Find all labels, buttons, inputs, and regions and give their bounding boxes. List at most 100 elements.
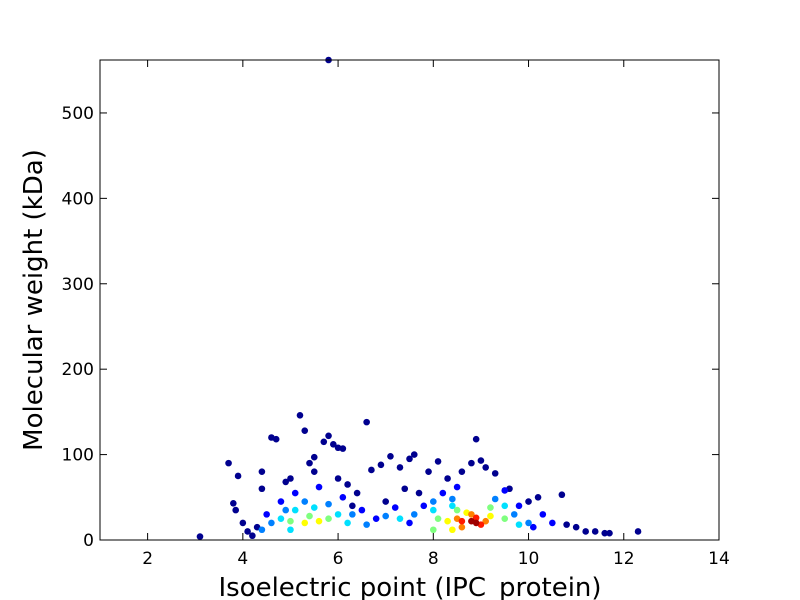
point (287, 526, 294, 534)
x-tick-label: 4 (237, 549, 248, 569)
y-tick-label: 500 (62, 104, 94, 124)
point (225, 459, 232, 467)
point (272, 435, 280, 443)
point (487, 512, 494, 520)
point (325, 515, 332, 522)
point (501, 515, 509, 522)
y-tick-label: 200 (62, 360, 94, 380)
point (477, 457, 485, 464)
point (249, 532, 256, 540)
point (277, 515, 285, 522)
point (468, 459, 475, 467)
point (458, 523, 466, 531)
x-tick-label: 8 (428, 549, 439, 569)
point (282, 478, 290, 486)
point (301, 427, 309, 434)
point (558, 491, 566, 499)
point (515, 521, 523, 528)
point (339, 493, 347, 501)
point (401, 485, 409, 493)
point (277, 498, 285, 505)
point (468, 511, 475, 518)
point (296, 412, 304, 419)
point (591, 528, 599, 535)
point (287, 475, 294, 482)
point (315, 517, 323, 525)
point (339, 445, 347, 452)
point (415, 489, 423, 497)
point (525, 519, 532, 527)
point (330, 441, 337, 448)
point (396, 464, 404, 471)
point (263, 511, 270, 518)
point (258, 468, 266, 475)
point (368, 466, 375, 474)
point (268, 519, 275, 527)
point (539, 511, 547, 518)
point (325, 432, 332, 440)
point (391, 504, 399, 511)
point (472, 519, 480, 527)
point (232, 506, 240, 514)
point (291, 506, 299, 514)
point (501, 502, 509, 510)
x-tick-label: 6 (333, 549, 344, 569)
point (530, 523, 537, 531)
point (334, 475, 342, 482)
y-tick-label: 300 (62, 275, 94, 295)
point (449, 526, 456, 534)
point (487, 504, 494, 511)
point (344, 481, 351, 488)
point (334, 511, 342, 518)
point (430, 526, 437, 534)
point (301, 519, 309, 527)
point (382, 512, 389, 520)
point (410, 451, 418, 458)
point (349, 502, 356, 510)
plot-frame (99, 59, 720, 541)
point (258, 526, 266, 534)
point (358, 506, 366, 514)
point (310, 468, 318, 475)
point (449, 502, 456, 510)
point (282, 506, 290, 514)
point (491, 495, 499, 503)
point (453, 483, 461, 491)
point (563, 521, 570, 528)
x-axis-label: Isoelectric point (IPC_protein) (218, 573, 601, 600)
x-tick-label: 2 (142, 549, 153, 569)
point (363, 521, 370, 528)
x-tick-label: 12 (613, 549, 635, 569)
point (325, 500, 332, 508)
point (291, 489, 299, 497)
point (606, 529, 613, 537)
point (501, 487, 509, 494)
point (287, 517, 294, 525)
y-tick-label: 400 (62, 189, 94, 209)
point (244, 528, 251, 535)
point (353, 489, 361, 497)
point (410, 511, 418, 518)
point (406, 455, 413, 463)
point (572, 523, 580, 531)
point (482, 464, 489, 471)
point (482, 517, 489, 525)
point (439, 489, 447, 497)
point (453, 506, 461, 514)
point (382, 498, 389, 505)
point (534, 493, 542, 501)
point (458, 468, 466, 475)
point (601, 529, 609, 537)
point (444, 517, 451, 525)
point (320, 438, 328, 446)
point (430, 506, 437, 514)
point (458, 517, 466, 525)
point (230, 499, 237, 507)
point (434, 458, 442, 465)
y-axis-label: Molecular weight (kDa) (19, 149, 49, 451)
point (510, 511, 518, 518)
point (634, 528, 642, 535)
point (525, 498, 532, 505)
point (491, 470, 499, 477)
